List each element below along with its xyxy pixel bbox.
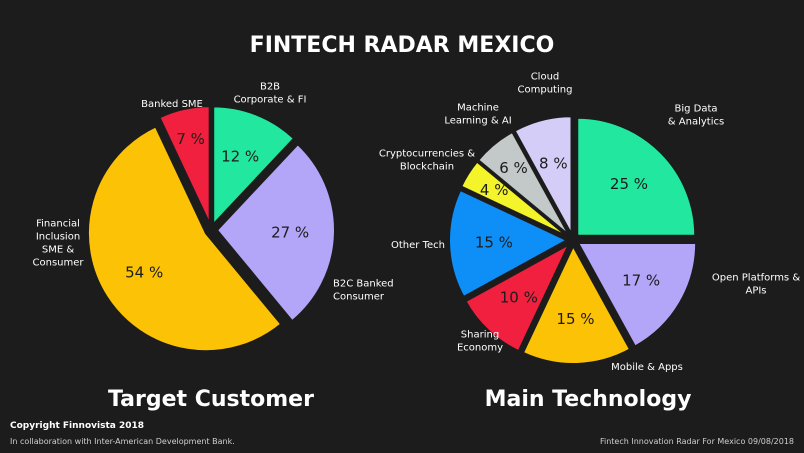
target-customer-title: Target Customer xyxy=(108,387,314,412)
copyright-text: Copyright Finnovista 2018 xyxy=(10,421,145,431)
slice-category-label: Mobile & Apps xyxy=(611,362,683,373)
slice-percent-label: 4 % xyxy=(480,181,509,199)
pie-slice xyxy=(459,160,569,238)
pie-slice xyxy=(521,243,632,365)
slice-category-label: Sharing Economy xyxy=(457,330,503,354)
slice-category-label: Open Platforms & APIs xyxy=(712,273,800,297)
collaboration-text: In collaboration with Inter-American Dev… xyxy=(10,437,235,446)
pie-slice xyxy=(86,125,283,353)
pie-slice xyxy=(158,105,211,225)
page-title: FINTECH RADAR MEXICO xyxy=(250,33,555,58)
pie-slice xyxy=(464,242,572,353)
slice-category-label: B2C Banked Consumer xyxy=(333,279,394,303)
slice-percent-label: 54 % xyxy=(125,263,163,281)
slice-category-label: Big Data & Analytics xyxy=(668,104,724,128)
target-customer-pie: 12 % B2B Corporate & FI 27 % B2C Banked Consu… xyxy=(33,82,394,353)
slice-category-label: Financial Inclusion SME & Consumer xyxy=(33,219,85,269)
slice-percent-label: 17 % xyxy=(622,271,660,289)
slice-percent-label: 6 % xyxy=(499,159,528,177)
slice-percent-label: 8 % xyxy=(539,154,568,172)
slice-category-label: Cryptocurrencies & Blockchain xyxy=(379,149,475,173)
slice-percent-label: 27 % xyxy=(271,223,309,241)
pie-slice xyxy=(212,105,296,227)
pie-slice xyxy=(476,130,571,237)
slice-category-label: Machine Learning & AI xyxy=(444,103,511,127)
pie-slice xyxy=(576,242,698,348)
slice-category-label: B2B Corporate & FI xyxy=(234,82,307,106)
slice-percent-label: 10 % xyxy=(500,289,538,307)
main-technology-title: Main Technology xyxy=(485,387,692,412)
slice-percent-label: 25 % xyxy=(610,175,648,193)
footer-source-text: Fintech Innovation Radar For Mexico 09/0… xyxy=(599,437,794,446)
slice-category-label: Other Tech xyxy=(391,240,445,251)
main-technology-pie: 25 % Big Data & Analytics 17 % Open Platform… xyxy=(379,72,800,374)
pie-slice xyxy=(576,116,697,237)
slice-percent-label: 15 % xyxy=(556,310,594,328)
slice-percent-label: 15 % xyxy=(475,233,513,251)
slice-percent-label: 7 % xyxy=(176,130,205,148)
pie-slice xyxy=(513,115,573,235)
slice-category-label: Banked SME xyxy=(141,99,203,110)
pie-slice xyxy=(448,188,570,299)
slice-percent-label: 12 % xyxy=(221,147,259,165)
slice-category-label: Cloud Computing xyxy=(518,72,573,96)
pie-slice xyxy=(215,142,336,323)
